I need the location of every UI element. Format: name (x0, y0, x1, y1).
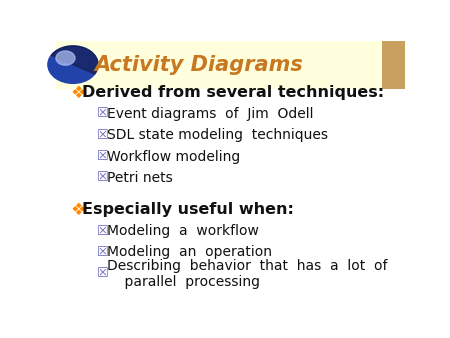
Text: Event diagrams  of  Jim  Odell: Event diagrams of Jim Odell (107, 107, 313, 121)
Text: SDL state modeling  techniques: SDL state modeling techniques (107, 128, 328, 142)
Text: ☒: ☒ (96, 150, 108, 163)
Text: Activity Diagrams: Activity Diagrams (94, 55, 303, 75)
Wedge shape (51, 46, 98, 74)
Text: ❖: ❖ (70, 201, 86, 219)
Text: ☒: ☒ (96, 224, 108, 238)
Text: ☒: ☒ (96, 246, 108, 259)
Text: Modeling  an  operation: Modeling an operation (107, 245, 272, 259)
FancyBboxPatch shape (382, 41, 405, 89)
Text: Describing  behavior  that  has  a  lot  of
    parallel  processing: Describing behavior that has a lot of pa… (107, 259, 387, 289)
Text: Especially useful when:: Especially useful when: (82, 202, 294, 217)
Text: ☒: ☒ (96, 171, 108, 185)
Circle shape (56, 51, 75, 65)
Text: Modeling  a  workflow: Modeling a workflow (107, 224, 259, 238)
FancyBboxPatch shape (56, 41, 405, 89)
Text: ☒: ☒ (96, 267, 108, 280)
Circle shape (48, 46, 98, 83)
Text: Derived from several techniques:: Derived from several techniques: (82, 85, 385, 100)
Text: Workflow modeling: Workflow modeling (107, 150, 240, 164)
Text: Petri nets: Petri nets (107, 171, 172, 185)
Text: ☒: ☒ (96, 129, 108, 142)
Text: ☒: ☒ (96, 107, 108, 120)
Text: ❖: ❖ (70, 83, 86, 102)
